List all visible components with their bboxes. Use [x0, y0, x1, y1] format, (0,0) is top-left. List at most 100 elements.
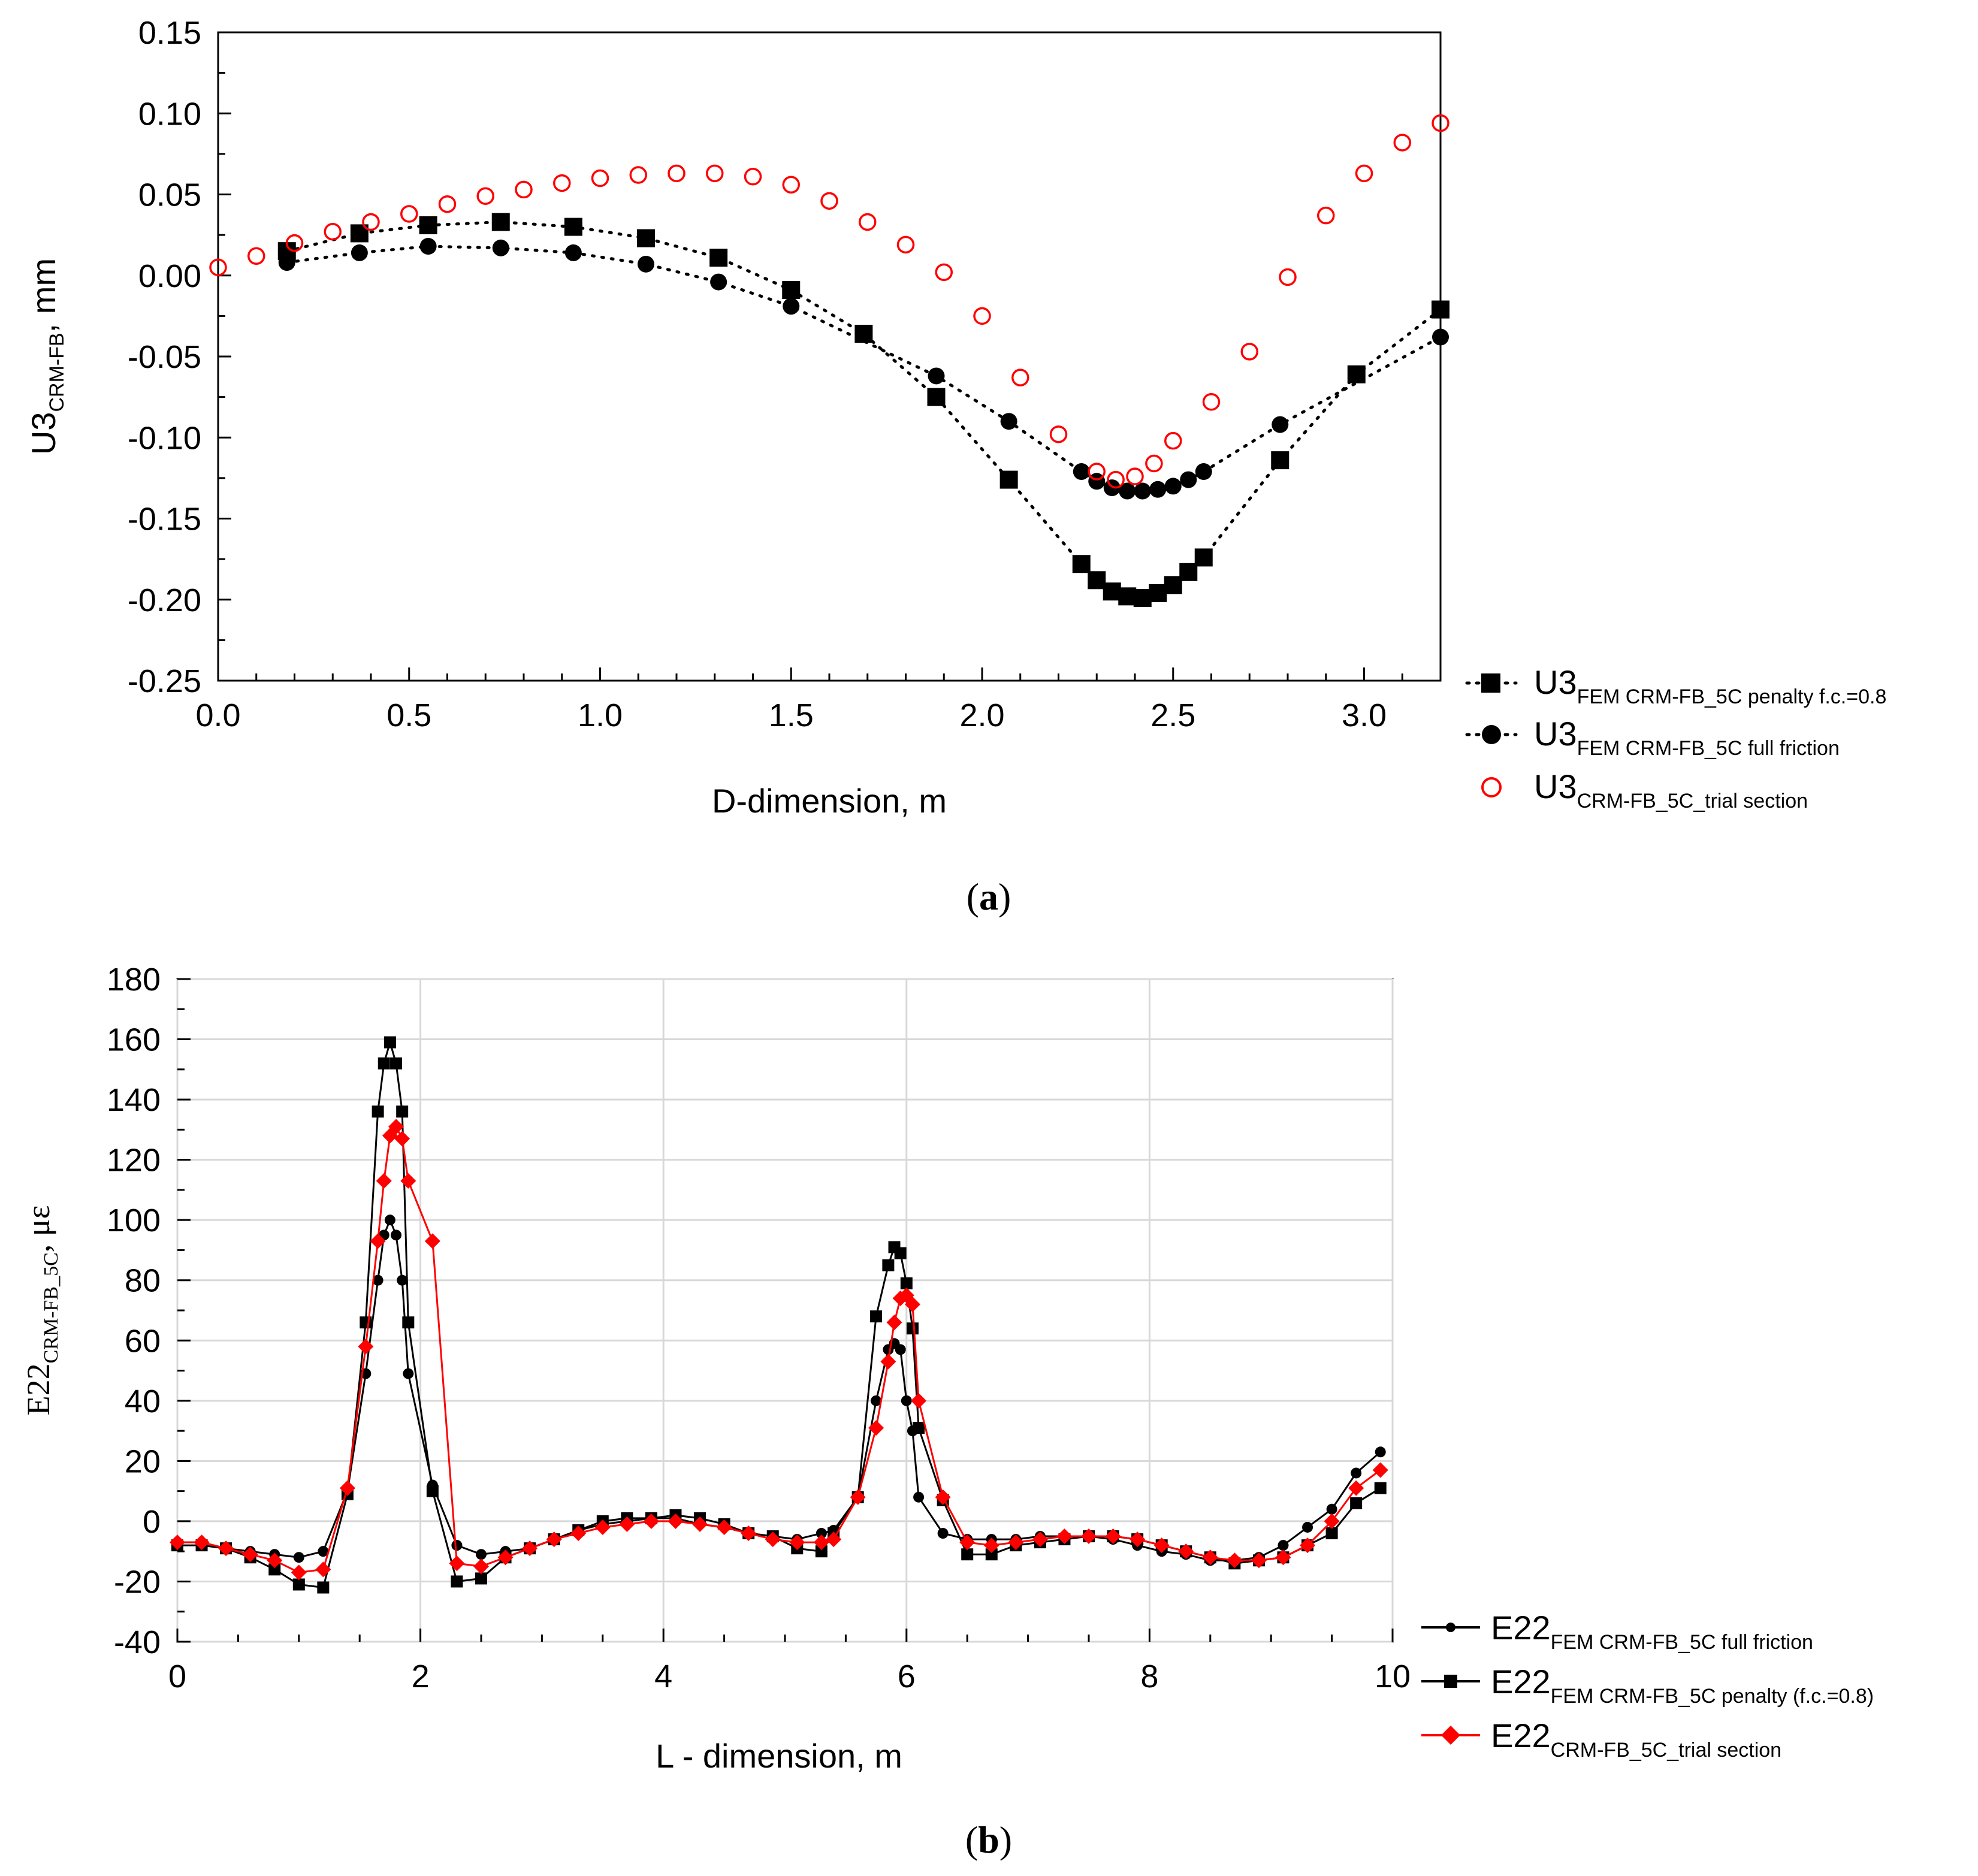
data-point-diamond — [619, 1516, 635, 1532]
data-point-square — [999, 470, 1018, 489]
data-point-circle — [638, 255, 654, 273]
chart-a-ylabel: U3CRM-FB, mm — [25, 258, 68, 455]
svg-text:E22FEM CRM-FB_5C full friction: E22FEM CRM-FB_5C full friction — [1491, 1609, 1813, 1654]
data-point-square — [451, 1575, 463, 1588]
data-point-square — [894, 1247, 907, 1259]
data-point-diamond — [594, 1519, 611, 1535]
data-point-diamond — [813, 1534, 829, 1551]
series-2 — [170, 1119, 1388, 1581]
data-point-open-circle — [553, 174, 571, 192]
data-point-square — [709, 248, 728, 267]
data-point-open-circle — [1126, 467, 1144, 485]
y-tick-label: 120 — [107, 1143, 161, 1179]
data-point-diamond — [1178, 1543, 1194, 1560]
y-tick-label: -0.20 — [128, 582, 201, 618]
data-point-diamond — [1348, 1480, 1364, 1496]
data-point-diamond — [1300, 1537, 1316, 1554]
x-tick-label: 1.5 — [769, 697, 814, 733]
data-point-square — [402, 1316, 415, 1329]
chart-b-ticks — [176, 978, 1394, 1643]
data-point-square — [1149, 584, 1167, 602]
data-point-open-circle — [668, 164, 685, 183]
data-point-square — [564, 217, 582, 236]
series-line — [285, 244, 1442, 493]
data-point-circle — [1272, 416, 1289, 433]
x-tick-label: 0 — [168, 1659, 186, 1694]
y-tick-label: 0.15 — [138, 15, 201, 51]
data-point-square — [927, 388, 946, 406]
data-point-diamond — [850, 1489, 866, 1505]
svg-text:U3FEM CRM-FB_5C penalty f.c.=0: U3FEM CRM-FB_5C penalty f.c.=0.8 — [1534, 663, 1886, 708]
data-point-diamond — [339, 1480, 355, 1496]
legend-diamond-marker-icon — [1441, 1726, 1460, 1745]
data-point-square — [1164, 576, 1182, 594]
x-tick-label: 4 — [654, 1659, 672, 1694]
data-point-square — [1088, 571, 1106, 590]
data-point-circle — [1195, 463, 1212, 481]
chart-a-x-tick-labels: 0.0 0.5 1.0 1.5 2.0 2.5 3.0 — [195, 697, 1387, 733]
data-point-open-circle — [1202, 392, 1221, 411]
data-point-diamond — [935, 1489, 951, 1505]
y-tick-label: 0.05 — [138, 177, 201, 213]
data-point-diamond — [1130, 1531, 1146, 1548]
chart-a-xlabel: D-dimension, m — [712, 782, 947, 820]
legend-square-marker-icon — [1481, 673, 1500, 693]
data-point-open-circle — [1164, 431, 1182, 450]
chart-b-series — [170, 1036, 1388, 1594]
data-point-open-circle — [247, 247, 265, 265]
data-point-circle — [1164, 478, 1182, 495]
data-point-square — [1118, 587, 1137, 606]
data-point-square — [913, 1422, 925, 1434]
data-point-diamond — [570, 1525, 587, 1542]
svg-text:U3FEM CRM-FB_5C full friction: U3FEM CRM-FB_5C full friction — [1534, 715, 1840, 760]
chart-a-legend-item-trial-section: U3CRM-FB_5C_trial section — [1481, 768, 1808, 812]
data-point-square — [782, 281, 801, 300]
data-point-circle — [937, 1528, 949, 1539]
data-point-diamond — [1032, 1531, 1048, 1548]
chart-b-legend: E22FEM CRM-FB_5C full friction E22FEM CR… — [1421, 1609, 1874, 1762]
y-tick-label: 180 — [107, 962, 161, 998]
x-tick-label: 2.5 — [1150, 697, 1195, 733]
data-point-square — [900, 1277, 913, 1289]
y-tick-label: 0.00 — [138, 258, 201, 294]
data-point-diamond — [388, 1119, 404, 1135]
data-point-circle — [901, 1395, 912, 1406]
chart-b-x-tick-labels: 0 2 4 6 8 10 — [168, 1659, 1411, 1694]
legend-circle-marker-icon — [1482, 725, 1501, 744]
data-point-circle — [816, 1528, 827, 1539]
data-point-circle — [403, 1368, 414, 1379]
data-point-square — [1103, 582, 1121, 601]
data-point-diamond — [522, 1540, 538, 1557]
y-tick-label: -40 — [114, 1624, 161, 1660]
data-point-diamond — [1202, 1549, 1218, 1566]
chart-b-y-tick-labels: -40 -20 0 20 40 60 80 100 120 140 160 180 — [107, 962, 161, 1660]
data-point-circle — [372, 1274, 383, 1286]
data-point-open-circle — [400, 205, 418, 223]
data-point-diamond — [370, 1233, 386, 1249]
data-point-diamond — [358, 1339, 374, 1355]
data-point-diamond — [765, 1531, 781, 1548]
y-tick-label: 60 — [125, 1323, 161, 1359]
chart-b: 0 2 4 6 8 10 -40 -20 0 20 40 60 80 100 120 140 160 180 L… — [20, 962, 1874, 1861]
x-tick-label: 3.0 — [1342, 697, 1387, 733]
x-tick-label: 2 — [412, 1659, 430, 1694]
y-tick-label: 140 — [107, 1082, 161, 1118]
data-point-square — [390, 1057, 403, 1070]
data-point-diamond — [983, 1537, 999, 1554]
y-tick-label: -20 — [114, 1564, 161, 1600]
data-point-diamond — [911, 1392, 927, 1409]
x-tick-label: 0.0 — [195, 697, 240, 733]
data-point-square — [985, 1548, 998, 1561]
data-point-open-circle — [1049, 425, 1068, 443]
data-point-open-circle — [324, 222, 342, 241]
data-point-square — [1350, 1497, 1363, 1509]
data-point-circle — [928, 367, 945, 385]
data-point-square — [961, 1548, 974, 1561]
series-2 — [209, 114, 1449, 489]
data-point-open-circle — [1279, 268, 1297, 286]
data-point-open-circle — [1011, 368, 1029, 386]
data-point-open-circle — [1088, 463, 1106, 481]
data-point-square — [1374, 1482, 1387, 1494]
data-point-diamond — [1105, 1528, 1121, 1545]
